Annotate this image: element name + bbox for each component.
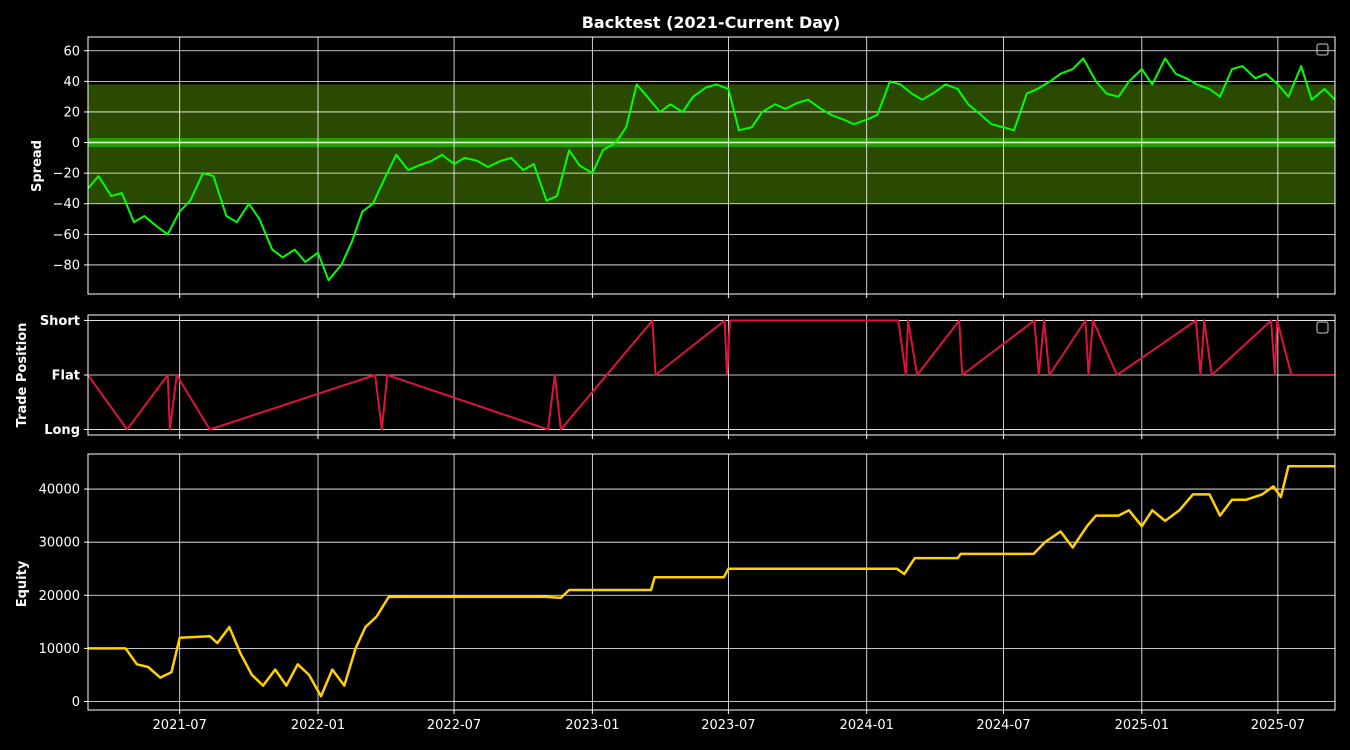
x-tick-label: 2025-01 bbox=[1115, 718, 1169, 733]
y-tick-label: −80 bbox=[53, 258, 80, 273]
spread-line bbox=[87, 57, 1336, 282]
position-series bbox=[87, 319, 1336, 431]
spread-y-ticks: 60 40 20 0 −20 −40 −60 −80 bbox=[53, 44, 88, 273]
spread-series bbox=[87, 57, 1336, 282]
position-y-axis-label: Trade Position bbox=[15, 323, 30, 428]
spread-legend-box bbox=[1316, 43, 1329, 56]
x-tick-label: 2023-01 bbox=[565, 718, 619, 733]
position-x-ticks bbox=[179, 435, 1279, 439]
spread-axes-frame bbox=[87, 36, 1336, 295]
spread-grid bbox=[88, 37, 1335, 294]
x-tick-label: 2024-01 bbox=[840, 718, 894, 733]
position-grid bbox=[88, 315, 1335, 435]
spread-bands bbox=[88, 84, 1335, 204]
position-panel: Short Flat Long Trade Position bbox=[15, 314, 1336, 439]
spread-x-ticks bbox=[179, 294, 1279, 298]
y-tick-label: 30000 bbox=[39, 536, 80, 551]
figure-title: Backtest (2021-Current Day) bbox=[582, 13, 841, 32]
equity-panel: 0 10000 20000 30000 40000 2021-07 2022-01 2022… bbox=[15, 453, 1336, 733]
y-tick-label: 0 bbox=[72, 136, 80, 151]
y-tick-label: Short bbox=[40, 314, 80, 329]
x-tick-label: 2024-07 bbox=[976, 718, 1030, 733]
x-tick-label: 2022-01 bbox=[291, 718, 345, 733]
y-tick-label: 20 bbox=[63, 105, 80, 120]
spread-panel: 60 40 20 0 −20 −40 −60 −80 Spread bbox=[30, 36, 1336, 298]
y-tick-label: Long bbox=[44, 423, 80, 438]
y-tick-label: −60 bbox=[53, 228, 80, 243]
x-tick-label: 2023-07 bbox=[701, 718, 755, 733]
equity-axes-frame bbox=[87, 453, 1336, 711]
equity-line bbox=[88, 464, 1335, 698]
y-tick-label: −20 bbox=[53, 167, 80, 182]
position-line bbox=[87, 319, 1335, 431]
y-tick-label: 40 bbox=[63, 75, 80, 90]
y-tick-label: 40000 bbox=[39, 483, 80, 498]
y-tick-label: −40 bbox=[53, 197, 80, 212]
y-tick-label: 10000 bbox=[39, 642, 80, 657]
spread-y-axis-label: Spread bbox=[30, 140, 45, 192]
equity-grid bbox=[88, 454, 1335, 710]
equity-y-ticks: 0 10000 20000 30000 40000 bbox=[39, 483, 88, 710]
x-tick-label: 2025-07 bbox=[1251, 718, 1305, 733]
position-legend-box bbox=[1316, 321, 1329, 334]
x-tick-label: 2021-07 bbox=[153, 718, 207, 733]
position-y-ticks: Short Flat Long bbox=[40, 314, 88, 438]
equity-y-axis-label: Equity bbox=[15, 560, 30, 607]
y-tick-label: 60 bbox=[63, 44, 80, 59]
equity-x-ticks: 2021-07 2022-01 2022-07 2023-01 2023-07 2024-… bbox=[153, 710, 1305, 733]
y-tick-label: Flat bbox=[52, 369, 80, 384]
y-tick-label: 0 bbox=[72, 695, 80, 710]
equity-series bbox=[87, 464, 1336, 698]
y-tick-label: 20000 bbox=[39, 589, 80, 604]
x-tick-label: 2022-07 bbox=[427, 718, 481, 733]
